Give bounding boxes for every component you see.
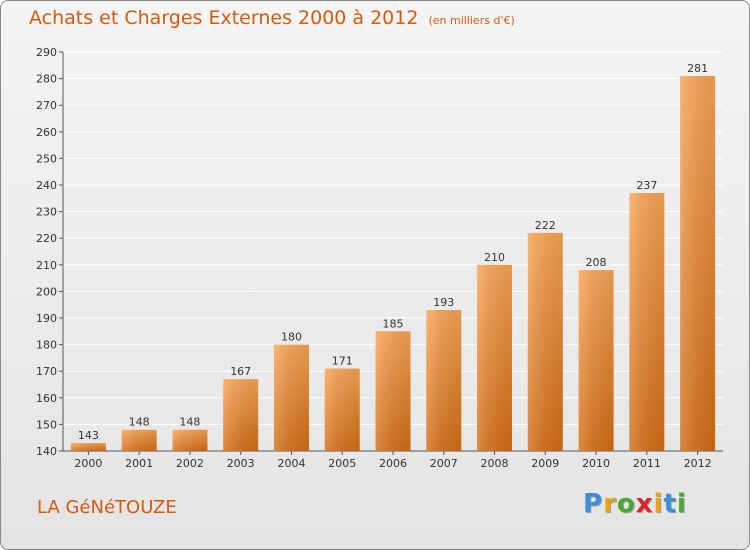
logo-letter: P — [583, 489, 604, 519]
y-tick-label: 240 — [36, 179, 57, 192]
y-tick-label: 220 — [36, 232, 57, 245]
bar-shade — [324, 368, 360, 451]
labels: 143 2000 148 2001 148 2002 167 2003 180 2004 171 20… — [74, 62, 711, 470]
data-label: 143 — [78, 429, 99, 442]
data-label: 208 — [586, 256, 607, 269]
logo-letter: t — [663, 489, 677, 519]
x-tick-label: 2010 — [582, 457, 610, 470]
data-label: 222 — [535, 219, 556, 232]
y-tick-label: 230 — [36, 206, 57, 219]
logo-letter: i — [653, 489, 664, 519]
logo-letter: r — [603, 489, 617, 519]
logo-letter: o — [616, 489, 636, 519]
data-label: 185 — [383, 317, 404, 330]
x-tick-label: 2004 — [277, 457, 305, 470]
proxiti-logo: Proxiti — [583, 489, 687, 519]
data-label: 171 — [332, 355, 353, 368]
data-label: 237 — [636, 179, 657, 192]
bar-shade — [629, 192, 665, 452]
data-label: 180 — [281, 331, 302, 344]
x-tick-label: 2012 — [684, 457, 712, 470]
x-tick-label: 2001 — [125, 457, 153, 470]
bar-shade — [426, 310, 462, 451]
chart-title-text: Achats et Charges Externes 2000 à 2012 — [29, 7, 419, 29]
data-label: 210 — [484, 251, 505, 264]
logo-letter: x — [635, 489, 654, 519]
y-tick-label: 150 — [36, 418, 57, 431]
x-tick-label: 2002 — [176, 457, 204, 470]
y-tick-label: 170 — [36, 365, 57, 378]
commune-name: LA GéNéTOUZE — [37, 497, 177, 518]
x-tick-label: 2000 — [74, 457, 102, 470]
bar-shade — [273, 344, 309, 451]
bar-shade — [70, 443, 106, 451]
y-tick-label: 200 — [36, 285, 57, 298]
y-tick-label: 190 — [36, 312, 57, 325]
x-tick-label: 2008 — [481, 457, 509, 470]
bar-shade — [172, 429, 208, 451]
y-tick-label: 180 — [36, 339, 57, 352]
bar-shade — [680, 75, 716, 451]
x-tick-label: 2011 — [633, 457, 661, 470]
x-tick-label: 2006 — [379, 457, 407, 470]
x-tick-label: 2005 — [328, 457, 356, 470]
x-tick-label: 2003 — [227, 457, 255, 470]
x-tick-label: 2007 — [430, 457, 458, 470]
y-tick-label: 160 — [36, 392, 57, 405]
y-tick-label: 250 — [36, 152, 57, 165]
y-tick-label: 210 — [36, 259, 57, 272]
logo-letter: i — [676, 489, 687, 519]
bar-shade — [121, 429, 157, 451]
data-label: 167 — [230, 365, 251, 378]
y-tick-label: 260 — [36, 126, 57, 139]
bar-shade — [375, 331, 411, 451]
chart-title: Achats et Charges Externes 2000 à 2012 (e… — [29, 7, 515, 29]
bar-shade — [223, 379, 259, 451]
data-label: 281 — [687, 62, 708, 75]
data-label: 193 — [433, 296, 454, 309]
y-tick-label: 290 — [36, 46, 57, 59]
bar-shade — [527, 232, 563, 451]
x-tick-label: 2009 — [531, 457, 559, 470]
bar-shade — [578, 270, 614, 451]
data-label: 148 — [129, 416, 150, 429]
y-tick-label: 280 — [36, 73, 57, 86]
y-tick-label: 140 — [36, 445, 57, 458]
bars — [70, 75, 716, 452]
y-tick-label: 270 — [36, 99, 57, 112]
chart-subtitle: (en milliers d'€) — [428, 14, 515, 27]
data-label: 148 — [179, 416, 200, 429]
bar-shade — [477, 264, 513, 451]
